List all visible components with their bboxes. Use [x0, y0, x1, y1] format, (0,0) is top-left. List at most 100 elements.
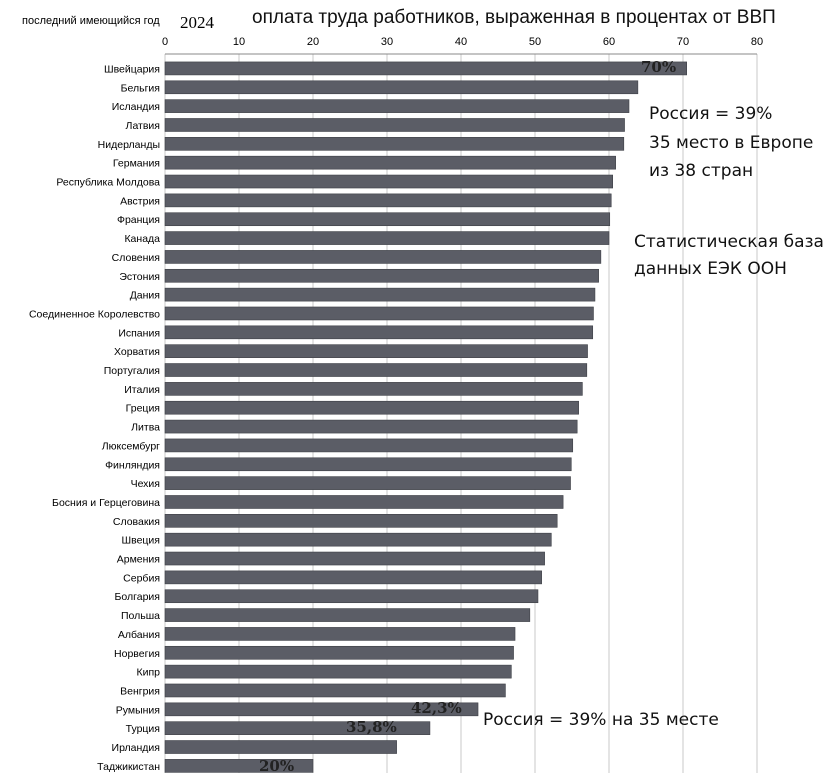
- bar: [164, 532, 552, 547]
- bar: [164, 268, 599, 283]
- category-label: Исландия: [112, 101, 160, 113]
- header-caption: последний имеющийся год: [22, 15, 160, 27]
- bar: [164, 419, 578, 434]
- bar: [164, 137, 625, 151]
- x-tick-label: 50: [529, 36, 541, 48]
- category-label: Словения: [112, 252, 160, 264]
- bar: [164, 344, 588, 358]
- bar: [164, 118, 625, 132]
- bar: [164, 476, 571, 490]
- bar: [164, 495, 564, 509]
- category-label: Швеция: [122, 535, 161, 547]
- bottom-russia-note: Россия = 39% на 35 месте: [483, 710, 719, 730]
- bar: [164, 250, 602, 264]
- category-label: Дания: [130, 290, 160, 302]
- bar: [164, 231, 610, 245]
- x-tick-label: 10: [233, 36, 245, 48]
- category-label: Люксембург: [102, 440, 160, 452]
- category-label: Португалия: [104, 365, 160, 377]
- bar-layer: [164, 61, 688, 773]
- category-label-layer: Швейцария Бельгия Исландия Латвия Нидерланды…: [29, 63, 160, 772]
- bar: [164, 740, 397, 754]
- category-label: Италия: [124, 384, 160, 396]
- x-tick-label: 30: [381, 36, 393, 48]
- category-label: Венгрия: [120, 685, 160, 697]
- category-label: Германия: [113, 158, 160, 170]
- bar: [164, 155, 616, 170]
- x-tick-label: 80: [751, 36, 763, 48]
- bar: [164, 627, 516, 641]
- category-label: Нидерланды: [98, 139, 160, 151]
- x-tick-label: 20: [307, 36, 319, 48]
- chart-title: оплата труда работников, выраженная в пр…: [252, 7, 776, 28]
- x-tick-label: 40: [455, 36, 467, 48]
- source-note-line-1: Статистическая база: [634, 232, 824, 252]
- bar: [164, 683, 506, 698]
- category-label: Норвегия: [114, 648, 160, 660]
- category-label: Албания: [118, 629, 160, 641]
- russia-note-line-3: из 38 стран: [649, 161, 754, 181]
- header-year: 2024: [180, 13, 214, 32]
- category-label: Болгария: [115, 591, 160, 603]
- callout-top-value: 70%: [641, 58, 677, 76]
- bar: [164, 759, 314, 773]
- x-tick-layer: 0 10 20 30 40 50 60 70 80: [162, 36, 763, 48]
- bar: [164, 80, 639, 95]
- russia-note-line-2: 35 место в Европе: [649, 133, 814, 153]
- category-label: Литва: [131, 422, 160, 434]
- category-label: Словакия: [113, 516, 160, 528]
- x-tick-label: 60: [603, 36, 615, 48]
- bar: [164, 174, 614, 189]
- category-label: Республика Молдова: [56, 177, 160, 189]
- category-label: Эстония: [119, 271, 160, 283]
- bar: [164, 400, 579, 415]
- category-label: Чехия: [131, 478, 160, 490]
- category-label: Испания: [118, 327, 160, 339]
- category-label: Австрия: [120, 195, 160, 207]
- bar: [164, 457, 572, 472]
- category-label: Босния и Герцеговина: [52, 497, 160, 509]
- bar: [164, 99, 630, 113]
- x-tick-label: 0: [162, 36, 168, 48]
- category-label: Соединенное Королевство: [29, 308, 160, 320]
- bar: [164, 212, 611, 227]
- category-label: Латвия: [126, 120, 160, 132]
- bar: [164, 325, 594, 340]
- bar: [164, 589, 539, 604]
- bar: [164, 645, 514, 660]
- category-label: Бельгия: [121, 82, 160, 94]
- bar: [164, 287, 596, 302]
- bar: [164, 438, 574, 453]
- callout-turkey-value: 35,8%: [346, 718, 397, 736]
- bar: [164, 193, 612, 208]
- bar: [164, 570, 542, 585]
- bar: [164, 721, 431, 735]
- bar: [164, 61, 688, 76]
- category-label: Швейцария: [104, 63, 160, 75]
- category-label: Румыния: [116, 704, 160, 716]
- bar: [164, 382, 583, 396]
- bar: [164, 551, 545, 566]
- category-label: Франция: [117, 214, 160, 226]
- callout-romania-value: 42,3%: [411, 699, 462, 717]
- category-label: Финляндия: [105, 459, 160, 471]
- bar: [164, 306, 594, 321]
- category-label: Канада: [124, 233, 160, 245]
- category-label: Армения: [117, 554, 160, 566]
- bar: [164, 702, 479, 717]
- category-label: Сербия: [123, 572, 160, 584]
- category-label: Польша: [121, 610, 160, 622]
- x-tick-label: 70: [677, 36, 689, 48]
- category-label: Турция: [126, 723, 160, 735]
- category-label: Таджикистан: [97, 761, 160, 773]
- category-label: Хорватия: [114, 346, 160, 358]
- callout-tajikistan-value: 20%: [259, 757, 295, 775]
- bar: [164, 363, 588, 377]
- bar: [164, 608, 531, 622]
- category-label: Кипр: [136, 667, 160, 679]
- bar: [164, 664, 512, 679]
- category-label: Греция: [126, 403, 160, 415]
- bar: [164, 514, 558, 528]
- category-label: Ирландия: [112, 742, 160, 754]
